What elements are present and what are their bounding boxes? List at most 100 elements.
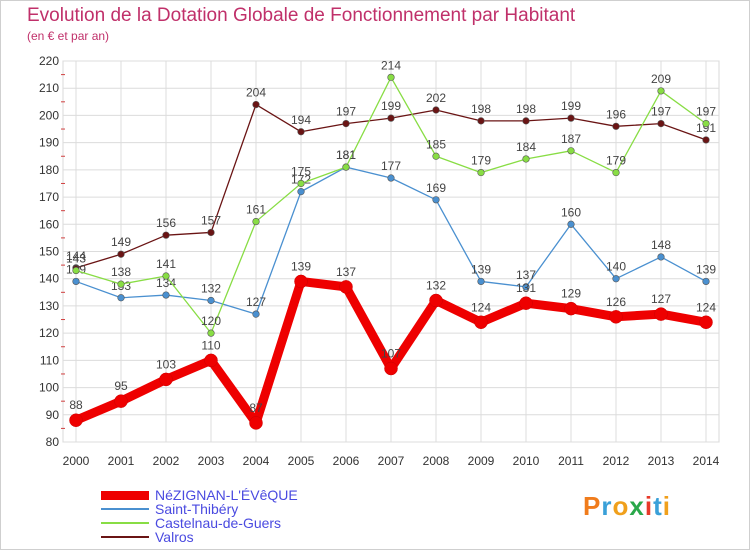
data-label: 120 bbox=[201, 314, 221, 328]
data-label: 160 bbox=[561, 205, 581, 219]
data-label: 107 bbox=[381, 347, 401, 361]
data-label: 110 bbox=[201, 338, 220, 352]
data-point bbox=[657, 253, 665, 261]
data-label: 127 bbox=[246, 295, 266, 309]
data-point bbox=[657, 119, 665, 128]
data-point bbox=[252, 310, 260, 318]
data-point bbox=[207, 228, 215, 237]
data-point bbox=[474, 315, 488, 330]
data-point bbox=[387, 114, 395, 122]
data-point bbox=[384, 361, 398, 376]
data-point bbox=[252, 217, 260, 226]
data-point bbox=[294, 274, 308, 289]
data-label: 124 bbox=[471, 300, 491, 314]
data-label: 132 bbox=[426, 278, 446, 292]
data-point bbox=[564, 301, 578, 316]
data-point bbox=[477, 168, 485, 177]
data-point bbox=[204, 353, 218, 368]
data-label: 185 bbox=[426, 137, 446, 151]
data-label: 144 bbox=[66, 249, 86, 263]
y-tick-label: 110 bbox=[40, 353, 59, 367]
x-tick-label: 2007 bbox=[378, 454, 405, 468]
legend-label: Saint-Thibéry bbox=[155, 501, 239, 517]
data-point bbox=[654, 307, 668, 321]
x-tick-label: 2005 bbox=[288, 454, 315, 468]
legend-item: Saint-Thibéry bbox=[101, 502, 238, 516]
legend-item: Valros bbox=[101, 530, 194, 544]
data-point bbox=[522, 283, 530, 291]
data-label: 184 bbox=[516, 140, 536, 154]
data-label: 140 bbox=[606, 260, 626, 274]
data-point bbox=[522, 117, 530, 125]
x-tick-label: 2012 bbox=[603, 454, 630, 468]
data-point bbox=[117, 294, 125, 302]
data-point bbox=[432, 152, 440, 160]
data-point bbox=[297, 188, 305, 196]
data-point bbox=[657, 87, 665, 95]
data-label: 179 bbox=[471, 154, 491, 168]
legend-swatch bbox=[101, 536, 149, 538]
data-point bbox=[297, 179, 305, 188]
data-label: 137 bbox=[336, 265, 356, 279]
data-label: 196 bbox=[606, 107, 626, 121]
legend-item: NéZIGNAN-L'ÉVêQUE bbox=[101, 488, 298, 502]
legend-label: Castelnau-de-Guers bbox=[155, 515, 282, 531]
data-point bbox=[207, 329, 215, 337]
data-label: 202 bbox=[426, 91, 446, 105]
y-tick-label: 80 bbox=[46, 435, 60, 449]
data-point bbox=[297, 128, 305, 136]
x-tick-label: 2008 bbox=[423, 454, 450, 468]
data-label: 177 bbox=[381, 159, 401, 173]
data-label: 139 bbox=[471, 262, 491, 276]
data-point bbox=[432, 196, 440, 204]
data-label: 214 bbox=[381, 58, 401, 72]
data-point bbox=[117, 250, 125, 258]
data-label: 197 bbox=[651, 105, 671, 119]
data-label: 199 bbox=[561, 99, 581, 113]
data-point bbox=[72, 266, 80, 275]
data-label: 138 bbox=[111, 265, 131, 279]
y-tick-label: 200 bbox=[39, 108, 59, 122]
data-label: 137 bbox=[516, 268, 536, 282]
data-label: 199 bbox=[381, 99, 401, 113]
legend-label: Valros bbox=[155, 529, 194, 545]
data-label: 191 bbox=[696, 121, 716, 135]
data-point bbox=[387, 174, 395, 182]
data-point bbox=[702, 277, 710, 286]
x-tick-label: 2009 bbox=[468, 454, 495, 468]
x-tick-label: 2006 bbox=[333, 454, 360, 468]
data-point bbox=[702, 119, 710, 128]
data-point bbox=[702, 136, 710, 144]
data-point bbox=[159, 372, 173, 387]
y-tick-label: 160 bbox=[39, 217, 59, 231]
data-label: 181 bbox=[336, 148, 356, 162]
data-label: 87 bbox=[249, 401, 263, 415]
y-tick-label: 170 bbox=[39, 190, 59, 204]
data-point bbox=[432, 106, 440, 114]
data-label: 194 bbox=[291, 113, 311, 127]
data-label: 172 bbox=[291, 173, 311, 187]
x-tick-label: 2014 bbox=[693, 454, 720, 468]
data-label: 127 bbox=[651, 292, 671, 306]
data-label: 139 bbox=[291, 259, 311, 273]
y-tick-label: 100 bbox=[39, 381, 59, 395]
data-point bbox=[339, 280, 353, 294]
data-point bbox=[609, 310, 623, 324]
data-point bbox=[477, 277, 485, 286]
x-tick-label: 2003 bbox=[198, 454, 225, 468]
data-label: 198 bbox=[516, 102, 536, 116]
y-tick-label: 90 bbox=[46, 408, 60, 422]
data-point bbox=[612, 275, 620, 283]
x-tick-label: 2011 bbox=[558, 454, 584, 468]
data-point bbox=[519, 296, 533, 310]
data-point bbox=[699, 315, 713, 330]
data-point bbox=[429, 293, 443, 308]
data-label: 198 bbox=[471, 102, 491, 116]
data-label: 209 bbox=[651, 72, 671, 86]
legend-swatch bbox=[101, 522, 149, 524]
data-point bbox=[522, 155, 530, 163]
data-label: 197 bbox=[336, 105, 356, 119]
data-label: 95 bbox=[114, 379, 128, 393]
